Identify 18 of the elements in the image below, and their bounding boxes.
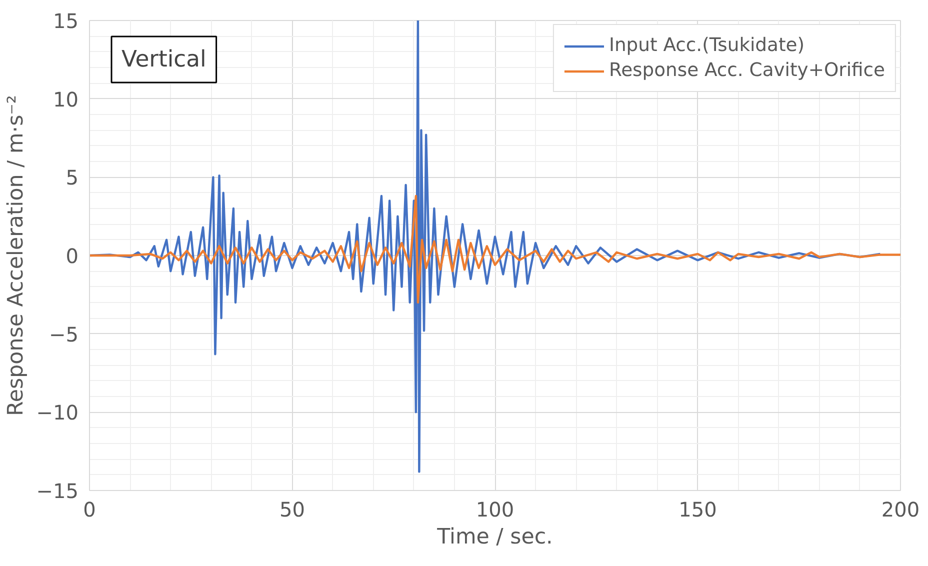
x-tick-label: 150 xyxy=(678,498,717,522)
y-tick-label: 0 xyxy=(66,244,79,268)
x-tick-label: 0 xyxy=(83,498,96,522)
y-tick-label: −5 xyxy=(49,322,78,346)
annotation: Vertical xyxy=(122,46,206,72)
y-tick-label: 5 xyxy=(66,166,79,190)
legend-label: Input Acc.(Tsukidate) xyxy=(608,35,805,56)
y-tick-label: −15 xyxy=(36,479,79,503)
x-axis-title: Time / sec. xyxy=(436,524,553,550)
y-tick-label: 15 xyxy=(53,9,79,33)
y-tick-label: 10 xyxy=(53,87,79,112)
legend-label: Response Acc. Cavity+Orifice xyxy=(608,60,885,81)
line-series xyxy=(90,194,900,304)
y-axis-title: Response Acceleration / m·s⁻² xyxy=(3,95,28,416)
y-tick-label: −10 xyxy=(36,400,79,425)
x-tick-label: 100 xyxy=(476,498,514,522)
x-tick-label: 50 xyxy=(280,498,305,522)
x-tick-label: 200 xyxy=(881,498,920,522)
